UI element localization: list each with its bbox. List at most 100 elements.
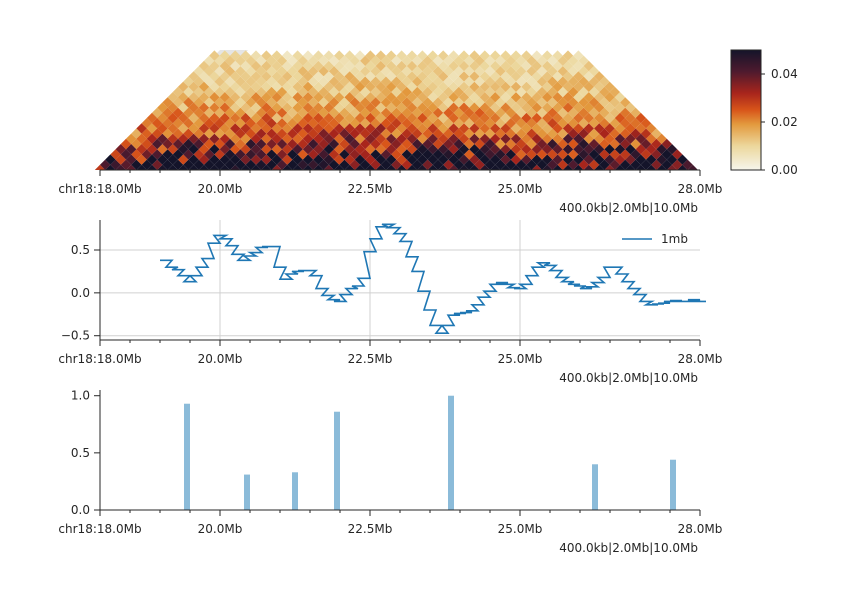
heatmap-cell: [375, 133, 386, 144]
heatmap-cell: [542, 71, 553, 82]
heatmap-cell: [609, 149, 620, 160]
heatmap-cell: [365, 123, 376, 134]
heatmap-cell: [230, 92, 241, 103]
heatmap-cell: [427, 81, 438, 92]
heatmap-cell: [490, 144, 501, 155]
heatmap-cell: [640, 118, 652, 129]
heatmap-cell: [510, 92, 522, 103]
heatmap-cell: [630, 138, 641, 150]
heatmap-cell: [302, 81, 314, 92]
bar: [334, 411, 340, 510]
heatmap-cell: [219, 50, 230, 61]
heatmap-cell: [297, 149, 308, 160]
heatmap-cell: [271, 60, 282, 72]
heatmap-cell: [230, 154, 241, 165]
heatmap-cell: [614, 123, 626, 134]
heatmap-cell: [479, 71, 490, 82]
heatmap-cell: [178, 102, 189, 113]
heatmap-cell: [542, 123, 553, 134]
heatmap-cell: [209, 71, 220, 82]
heatmap-cell: [651, 128, 662, 139]
heatmap-cell: [282, 50, 293, 61]
heatmap-cell: [557, 66, 568, 77]
y-tick-label: 0.0: [71, 503, 90, 517]
heatmap-cell: [588, 76, 600, 87]
heatmap-cell: [614, 92, 626, 103]
heatmap-cell: [167, 123, 178, 134]
heatmap-cell: [516, 138, 527, 150]
heatmap-cell: [323, 144, 334, 155]
heatmap-cell: [287, 55, 298, 66]
heatmap-cell: [453, 149, 464, 160]
heatmap-cell: [224, 118, 236, 129]
heatmap-cell: [287, 97, 298, 108]
x-tick-label: 20.0Mb: [198, 182, 243, 196]
heatmap-cell: [536, 55, 548, 66]
heatmap-cell: [573, 133, 584, 144]
heatmap-cell: [640, 159, 652, 170]
heatmap-cell: [219, 154, 230, 165]
heatmap-cell: [297, 159, 308, 170]
heatmap-cell: [458, 133, 470, 144]
heatmap-cell: [406, 133, 418, 144]
heatmap-cell: [349, 55, 360, 66]
heatmap-cell: [588, 138, 600, 150]
heatmap-cell: [614, 133, 626, 144]
heatmap-cell: [672, 149, 683, 160]
heatmap-cell: [557, 86, 568, 98]
heatmap-cell: [588, 107, 600, 118]
heatmap-cell: [245, 118, 256, 129]
heatmap-cell: [334, 123, 345, 134]
heatmap-cell: [141, 118, 152, 129]
heatmap-cell: [219, 81, 230, 92]
heatmap-cell: [469, 50, 480, 61]
heatmap-cell: [266, 149, 277, 160]
heatmap-cell: [656, 133, 667, 144]
heatmap-cell: [380, 97, 392, 108]
heatmap-cell: [323, 60, 334, 72]
heatmap-cell: [464, 97, 475, 108]
heatmap-cell: [406, 123, 418, 134]
heatmap-cell: [594, 144, 605, 155]
heatmap-cell: [318, 55, 329, 66]
heatmap-cell: [323, 71, 334, 82]
heatmap-cell: [635, 112, 646, 124]
heatmap-cell: [349, 159, 360, 170]
heatmap-cell: [469, 71, 480, 82]
heatmap-cell: [583, 71, 594, 82]
heatmap-cell: [479, 123, 490, 134]
heatmap-cell: [458, 60, 470, 72]
heatmap-cell: [188, 81, 199, 92]
heatmap-cell: [328, 149, 340, 160]
heatmap-cell: [583, 133, 594, 144]
heatmap-cell: [557, 138, 568, 150]
heatmap-cell: [245, 76, 256, 87]
heatmap-cell: [344, 50, 355, 61]
heatmap-cell: [666, 144, 678, 155]
bar: [184, 403, 190, 510]
heatmap-cell: [412, 55, 423, 66]
heatmap-cell: [443, 138, 454, 150]
heatmap-cell: [386, 50, 397, 61]
heatmap-cell: [344, 123, 355, 134]
heatmap-cell: [557, 128, 568, 139]
heatmap-cell: [308, 138, 319, 150]
heatmap-cell: [526, 55, 537, 66]
heatmap-cells: [90, 50, 710, 178]
heatmap-cell: [287, 107, 298, 118]
heatmap-cell: [193, 149, 204, 160]
heatmap-cell: [500, 81, 511, 92]
heatmap-cell: [469, 81, 480, 92]
heatmap-cell: [526, 138, 537, 150]
heatmap-cell: [167, 112, 178, 124]
heatmap-cell: [224, 76, 236, 87]
heatmap-cell: [256, 107, 267, 118]
heatmap-cell: [464, 55, 475, 66]
heatmap-cell: [240, 71, 251, 82]
heatmap-cell: [193, 118, 204, 129]
x-axis-ticks: [99, 170, 701, 176]
heatmap-cell: [266, 159, 277, 170]
x-tick-label: 22.5Mb: [348, 522, 393, 536]
heatmap-cell: [141, 149, 152, 160]
heatmap-cell: [162, 149, 173, 160]
